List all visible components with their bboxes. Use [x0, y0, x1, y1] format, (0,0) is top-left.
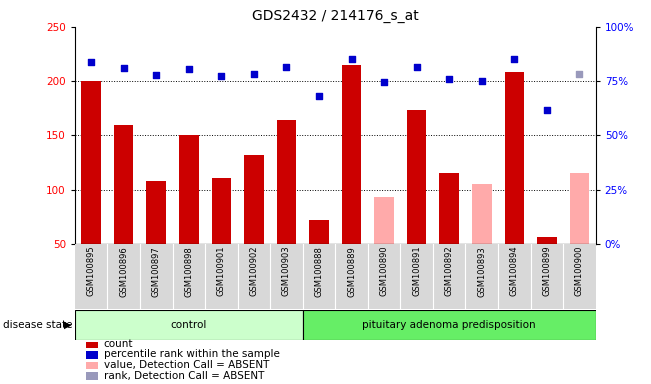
Bar — [303, 310, 596, 340]
Bar — [407, 111, 426, 244]
Text: GSM100890: GSM100890 — [380, 246, 389, 296]
Point — [346, 56, 357, 63]
Bar — [244, 155, 264, 244]
Point — [379, 79, 389, 85]
Point — [477, 78, 487, 84]
Bar — [86, 362, 98, 369]
Bar — [374, 197, 394, 244]
Text: ▶: ▶ — [64, 320, 72, 330]
Bar — [570, 173, 589, 244]
Bar — [309, 220, 329, 244]
Text: GSM100893: GSM100893 — [477, 246, 486, 296]
Point — [184, 66, 194, 72]
Text: GSM100900: GSM100900 — [575, 246, 584, 296]
Title: GDS2432 / 214176_s_at: GDS2432 / 214176_s_at — [252, 9, 419, 23]
Bar — [75, 310, 303, 340]
Text: GSM100901: GSM100901 — [217, 246, 226, 296]
Text: GSM100892: GSM100892 — [445, 246, 454, 296]
Bar — [472, 184, 492, 244]
Bar — [212, 178, 231, 244]
Point — [314, 93, 324, 99]
Text: GSM100889: GSM100889 — [347, 246, 356, 296]
Bar — [86, 351, 98, 359]
Text: GSM100902: GSM100902 — [249, 246, 258, 296]
Point — [542, 108, 552, 114]
Point — [118, 65, 129, 71]
Text: GSM100895: GSM100895 — [87, 246, 96, 296]
Bar — [439, 173, 459, 244]
Point — [411, 64, 422, 70]
Text: GSM100894: GSM100894 — [510, 246, 519, 296]
Text: value, Detection Call = ABSENT: value, Detection Call = ABSENT — [104, 360, 269, 370]
Point — [86, 58, 96, 65]
Bar — [277, 120, 296, 244]
Text: disease state: disease state — [3, 320, 73, 330]
Point — [444, 76, 454, 82]
Bar — [537, 237, 557, 244]
Point — [574, 70, 585, 76]
Text: GSM100898: GSM100898 — [184, 246, 193, 296]
Text: GSM100896: GSM100896 — [119, 246, 128, 296]
Point — [281, 64, 292, 70]
Bar — [81, 81, 101, 244]
Bar — [86, 372, 98, 380]
Bar — [342, 65, 361, 244]
Point — [509, 56, 519, 63]
Bar — [86, 341, 98, 348]
Point — [249, 70, 259, 76]
Bar — [505, 73, 524, 244]
Text: GSM100897: GSM100897 — [152, 246, 161, 296]
Text: percentile rank within the sample: percentile rank within the sample — [104, 349, 279, 359]
Text: pituitary adenoma predisposition: pituitary adenoma predisposition — [363, 320, 536, 330]
Text: control: control — [171, 320, 207, 330]
Bar — [114, 124, 133, 244]
Text: rank, Detection Call = ABSENT: rank, Detection Call = ABSENT — [104, 371, 264, 381]
Text: GSM100903: GSM100903 — [282, 246, 291, 296]
Text: GSM100888: GSM100888 — [314, 246, 324, 297]
Point — [151, 71, 161, 78]
Point — [216, 73, 227, 79]
Bar — [179, 136, 199, 244]
Bar — [146, 181, 166, 244]
Text: count: count — [104, 339, 133, 349]
Text: GSM100899: GSM100899 — [542, 246, 551, 296]
Text: GSM100891: GSM100891 — [412, 246, 421, 296]
